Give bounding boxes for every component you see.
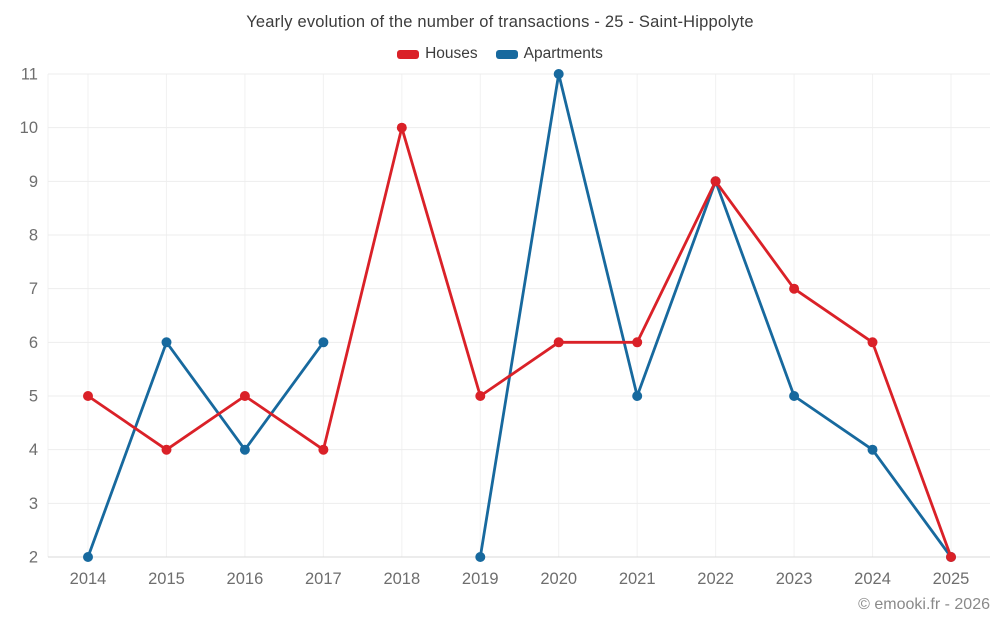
x-tick-label: 2023 (776, 570, 813, 588)
houses-point-2023[interactable] (789, 283, 800, 294)
y-tick-label: 10 (20, 119, 38, 137)
houses-point-2021[interactable] (632, 337, 643, 348)
x-tick-label: 2019 (462, 570, 499, 588)
apartments-point-2014[interactable] (83, 552, 93, 562)
x-tick-label: 2018 (383, 570, 420, 588)
x-tick-label: 2016 (227, 570, 264, 588)
apartments-swatch-icon (495, 49, 518, 59)
apartments-point-2016[interactable] (239, 444, 250, 455)
y-tick-label: 6 (29, 334, 38, 352)
x-tick-label: 2015 (148, 570, 185, 588)
legend-label-houses: Houses (425, 45, 478, 62)
y-axis-labels: 2 3 4 5 6 7 8 9 10 11 (20, 66, 38, 567)
y-tick-label: 5 (29, 388, 38, 406)
y-tick-label: 11 (21, 66, 38, 84)
apartments-point-2017[interactable] (318, 337, 329, 348)
houses-swatch-icon (397, 49, 420, 59)
legend-item-houses[interactable]: Houses (397, 45, 478, 63)
houses-point-2017[interactable] (318, 444, 329, 455)
houses-point-2016[interactable] (239, 391, 250, 401)
apartments-point-2015[interactable] (161, 337, 172, 348)
apartments-point-2024[interactable] (867, 444, 878, 455)
houses-point-2018[interactable] (396, 122, 407, 133)
legend-label-apartments: Apartments (523, 45, 603, 62)
x-tick-label: 2025 (933, 570, 970, 588)
houses-point-2022[interactable] (710, 176, 721, 187)
houses-point-2014[interactable] (83, 391, 93, 401)
y-tick-label: 2 (29, 549, 38, 567)
houses-point-2015[interactable] (161, 444, 172, 455)
houses-point-2024[interactable] (867, 337, 878, 348)
x-tick-label: 2020 (540, 570, 577, 588)
apartments-point-2023[interactable] (789, 391, 800, 401)
x-tick-label: 2014 (70, 570, 107, 588)
houses-series (83, 122, 956, 562)
x-tick-label: 2024 (854, 570, 891, 588)
copyright-text: © emooki.fr - 2026 (858, 596, 990, 613)
y-tick-label: 8 (29, 227, 38, 245)
chart-title: Yearly evolution of the number of transa… (246, 13, 754, 31)
apartments-series (83, 69, 956, 562)
apartments-point-2021[interactable] (632, 391, 643, 401)
y-tick-label: 9 (29, 173, 38, 191)
legend-item-apartments[interactable]: Apartments (495, 45, 603, 63)
x-tick-label: 2021 (619, 570, 656, 588)
apartments-point-2020[interactable] (553, 69, 564, 79)
y-tick-label: 4 (29, 441, 38, 459)
legend: Houses Apartments (0, 45, 1000, 63)
houses-point-2025[interactable] (946, 552, 956, 562)
y-tick-label: 3 (29, 495, 38, 513)
houses-line (86, 126, 953, 559)
y-tick-label: 7 (29, 280, 38, 298)
apartments-line (86, 72, 953, 559)
apartments-point-2019[interactable] (475, 552, 486, 562)
x-axis-labels: 2014 2015 2016 2017 2018 2019 2020 2021 2022 2023… (70, 570, 970, 588)
houses-point-2020[interactable] (553, 337, 564, 348)
x-tick-label: 2022 (697, 570, 734, 588)
x-tick-label: 2017 (305, 570, 342, 588)
houses-point-2019[interactable] (475, 391, 486, 401)
